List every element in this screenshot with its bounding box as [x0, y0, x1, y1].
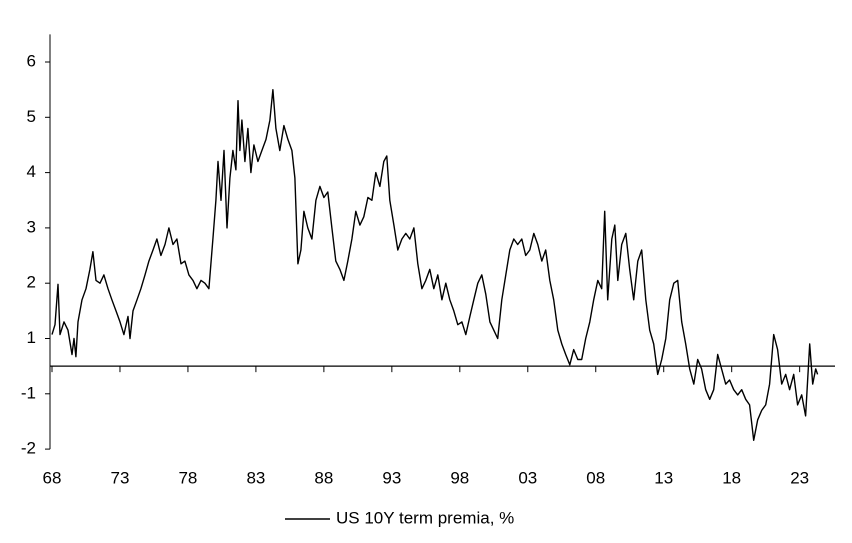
y-tick-label: 6	[27, 51, 36, 70]
y-tick-label: 3	[27, 217, 36, 236]
x-tick-label: 93	[382, 468, 401, 487]
x-tick-label: 98	[450, 468, 469, 487]
y-tick-label: 5	[27, 107, 36, 126]
x-tick-label: 73	[111, 468, 130, 487]
y-tick-label: -2	[21, 439, 36, 458]
x-tick-label: 03	[518, 468, 537, 487]
x-tick-label: 88	[314, 468, 333, 487]
x-tick-label: 78	[178, 468, 197, 487]
x-tick-label: 13	[654, 468, 673, 487]
x-tick-label: 68	[43, 468, 62, 487]
y-tick-label: 2	[27, 273, 36, 292]
x-tick-label: 18	[722, 468, 741, 487]
series-line	[51, 89, 819, 441]
y-tick-label: 4	[27, 162, 36, 181]
x-tick-label: 08	[586, 468, 605, 487]
x-tick-label: 83	[246, 468, 265, 487]
y-tick-label: 1	[27, 328, 36, 347]
legend-label: US 10Y term premia, %	[336, 508, 514, 527]
y-tick-label: -1	[21, 383, 36, 402]
x-tick-label: 23	[790, 468, 809, 487]
